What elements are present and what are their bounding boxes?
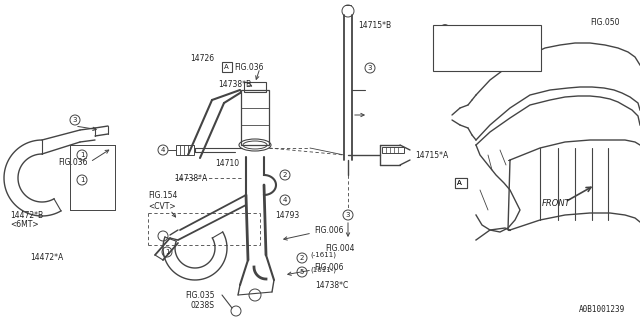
Text: A: A bbox=[457, 180, 461, 186]
Text: 14738*A: 14738*A bbox=[174, 173, 207, 182]
Text: FIG.006: FIG.006 bbox=[314, 263, 344, 273]
Text: 4: 4 bbox=[161, 147, 165, 153]
Text: 1: 1 bbox=[443, 27, 447, 33]
Text: J2098: J2098 bbox=[461, 44, 484, 52]
Text: F92209: F92209 bbox=[461, 25, 489, 34]
Text: 1: 1 bbox=[80, 177, 84, 183]
Text: 14472*B: 14472*B bbox=[10, 211, 43, 220]
Text: J20601: J20601 bbox=[461, 62, 489, 71]
Text: 14793: 14793 bbox=[275, 211, 300, 220]
Text: 14726: 14726 bbox=[190, 53, 214, 62]
Text: (-1611): (-1611) bbox=[310, 252, 336, 258]
Bar bbox=[455, 178, 467, 188]
Text: A: A bbox=[457, 180, 461, 186]
Text: FRONT: FRONT bbox=[542, 198, 571, 207]
Text: FIG.036: FIG.036 bbox=[58, 157, 88, 166]
Text: 5: 5 bbox=[443, 63, 447, 69]
Text: 1: 1 bbox=[164, 249, 169, 255]
Text: J20602: J20602 bbox=[461, 34, 489, 43]
Bar bbox=[382, 147, 404, 153]
Text: 14715*A: 14715*A bbox=[415, 150, 448, 159]
Text: FIG.050: FIG.050 bbox=[590, 18, 620, 27]
Text: <6MT>: <6MT> bbox=[10, 220, 38, 228]
Text: FIG.154: FIG.154 bbox=[148, 190, 177, 199]
Text: 14472*A: 14472*A bbox=[30, 253, 63, 262]
Text: 2: 2 bbox=[283, 172, 287, 178]
Text: 14710: 14710 bbox=[215, 158, 239, 167]
Text: FIG.035: FIG.035 bbox=[185, 291, 214, 300]
Text: J20881: J20881 bbox=[461, 53, 489, 62]
Text: 14738*C: 14738*C bbox=[315, 281, 348, 290]
Text: FIG.036: FIG.036 bbox=[234, 62, 264, 71]
Text: 4: 4 bbox=[283, 197, 287, 203]
Text: 0238S: 0238S bbox=[190, 300, 214, 309]
Text: 3: 3 bbox=[346, 212, 350, 218]
Bar bbox=[433, 25, 541, 71]
Text: 5: 5 bbox=[300, 269, 304, 275]
Bar bbox=[222, 62, 232, 72]
Bar bbox=[455, 178, 467, 188]
Bar bbox=[241, 90, 269, 145]
Text: <CVT>: <CVT> bbox=[148, 202, 175, 211]
Text: 3: 3 bbox=[73, 117, 77, 123]
Text: 14738*B: 14738*B bbox=[218, 79, 251, 89]
Text: A: A bbox=[224, 64, 228, 70]
Text: FIG.006: FIG.006 bbox=[314, 226, 344, 235]
Text: 2: 2 bbox=[300, 255, 304, 261]
Text: 4: 4 bbox=[443, 54, 447, 60]
Bar bbox=[176, 145, 194, 155]
Text: 2: 2 bbox=[443, 36, 447, 42]
Text: 3: 3 bbox=[368, 65, 372, 71]
Text: 14715*B: 14715*B bbox=[358, 20, 391, 29]
Text: A0B1001239: A0B1001239 bbox=[579, 305, 625, 314]
Text: FIG.004: FIG.004 bbox=[325, 244, 355, 252]
Bar bbox=[244, 82, 266, 92]
Text: 3: 3 bbox=[443, 45, 447, 51]
Text: 1: 1 bbox=[80, 152, 84, 158]
Text: (1611-): (1611-) bbox=[310, 267, 336, 273]
